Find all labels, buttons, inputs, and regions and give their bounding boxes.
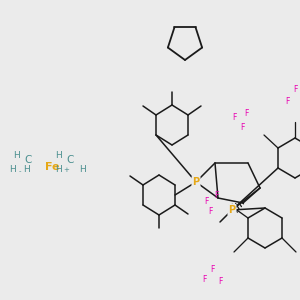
Text: F: F [240, 122, 244, 131]
Text: F: F [210, 266, 214, 274]
Text: F: F [285, 98, 289, 106]
Text: F: F [244, 109, 248, 118]
Text: F: F [214, 191, 218, 200]
Text: H: H [55, 151, 62, 160]
Text: -: - [19, 168, 21, 174]
Text: F: F [208, 208, 212, 217]
Text: C: C [66, 155, 74, 165]
Text: +: + [63, 167, 69, 173]
Text: P: P [192, 177, 200, 187]
Text: F: F [204, 197, 208, 206]
Text: P: P [228, 205, 236, 215]
Text: Fe: Fe [45, 162, 59, 172]
Text: H: H [10, 166, 16, 175]
Text: C: C [24, 155, 32, 165]
Text: H: H [13, 151, 20, 160]
Text: H: H [79, 166, 86, 175]
Text: H: H [24, 166, 30, 175]
Text: H: H [55, 166, 62, 175]
Text: F: F [293, 85, 297, 94]
Text: F: F [232, 112, 236, 122]
Text: F: F [202, 275, 206, 284]
Text: F: F [218, 278, 222, 286]
